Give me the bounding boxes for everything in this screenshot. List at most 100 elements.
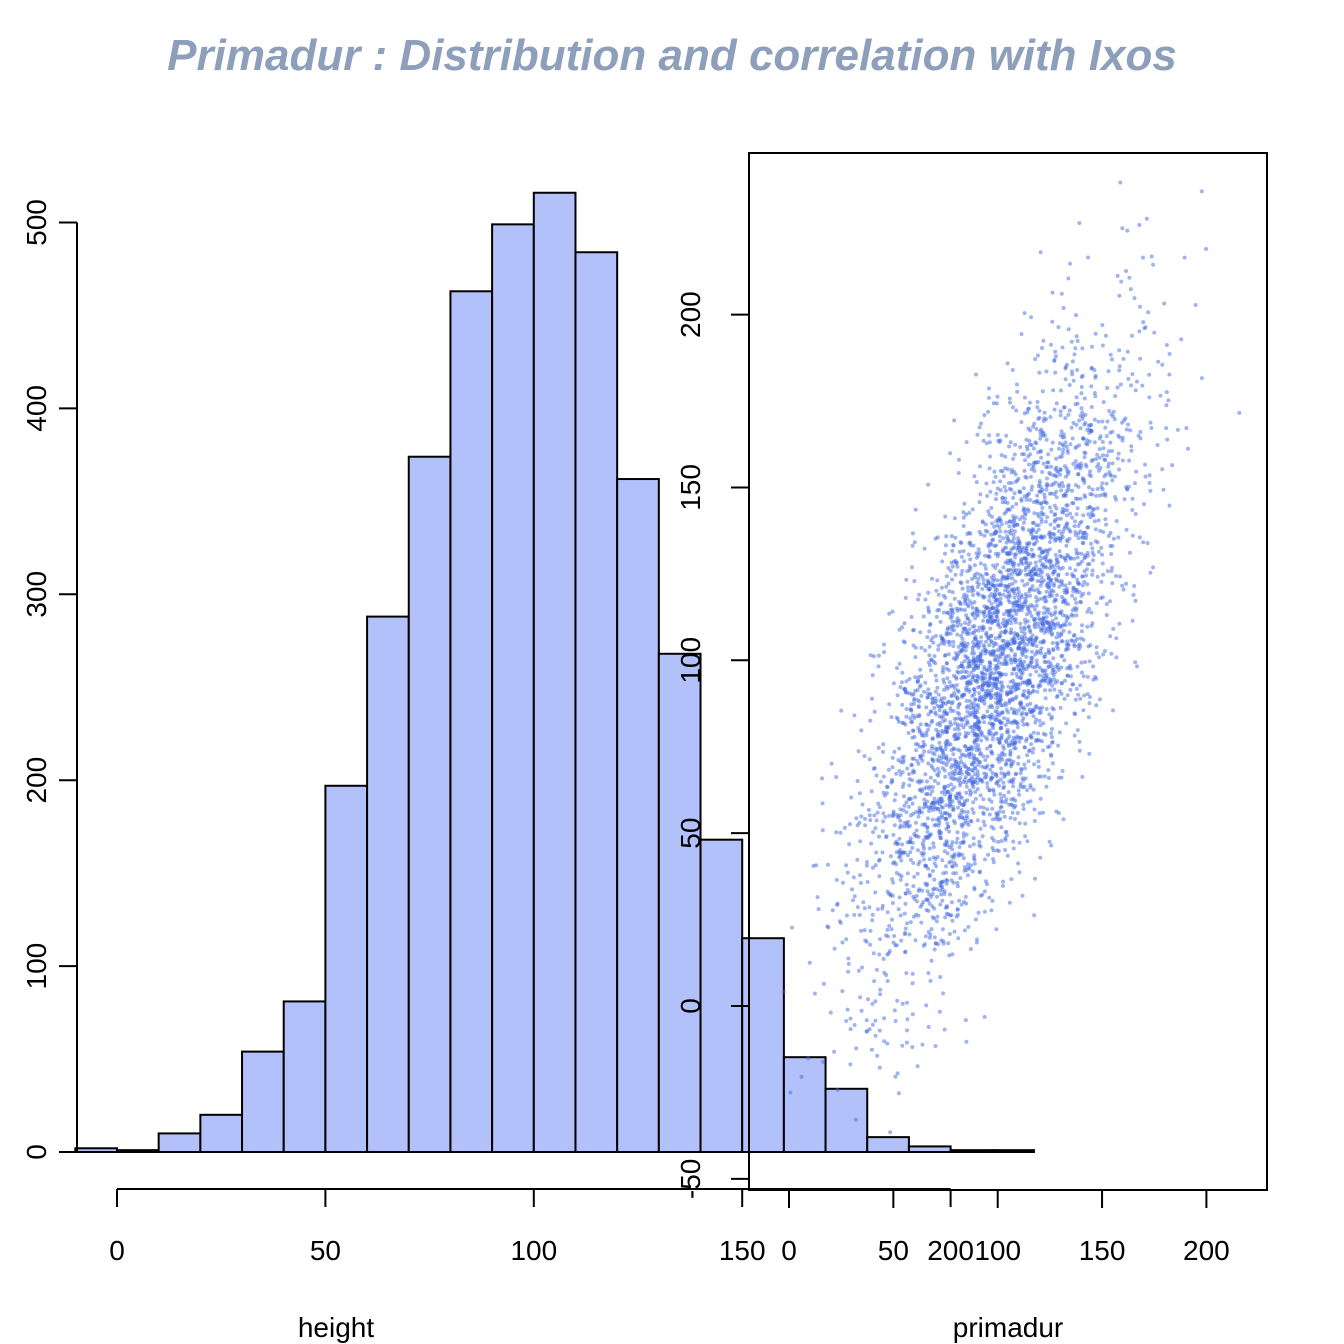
scatter-point: [871, 865, 875, 870]
scatter-point: [985, 785, 990, 790]
scatter-point: [897, 746, 902, 751]
scatter-point: [1009, 797, 1014, 802]
scatter-point: [1141, 255, 1145, 260]
scatter-point: [930, 892, 935, 896]
scatter-point: [1037, 554, 1042, 559]
scatter-point: [1089, 405, 1094, 409]
scatter-point: [1037, 811, 1042, 816]
scatter-point: [989, 592, 994, 596]
scatter-point: [1108, 352, 1113, 357]
scatter-point: [956, 936, 961, 941]
scatter-point: [988, 676, 993, 681]
scatter-point: [872, 766, 877, 770]
scatter-point: [1049, 731, 1054, 736]
scatter-point: [976, 703, 981, 708]
scatter-point: [925, 779, 929, 784]
scatter-point: [950, 619, 955, 624]
scatter-point: [987, 433, 991, 438]
scatter-point: [1087, 701, 1092, 706]
scatter-point: [964, 790, 969, 795]
scatter-point: [1092, 440, 1097, 445]
scatter-point: [1100, 440, 1105, 444]
scatter-point: [986, 852, 991, 857]
scatter-point: [939, 585, 944, 590]
scatter-point: [925, 897, 930, 902]
scatter-point: [1053, 480, 1058, 485]
scatter-point: [1082, 580, 1087, 584]
scatter-point: [1089, 429, 1093, 433]
scatter-point: [1039, 510, 1044, 515]
scatter-point: [1060, 442, 1065, 447]
scatter-point: [868, 653, 873, 658]
scatter-x-tick-label: 200: [1183, 1235, 1230, 1266]
scatter-y-tick-label: 0: [675, 998, 706, 1014]
scatter-point: [1090, 546, 1095, 551]
scatter-point: [901, 754, 906, 759]
scatter-point: [1036, 764, 1041, 769]
scatter-point: [1072, 524, 1077, 529]
scatter-point: [873, 826, 878, 831]
scatter-point: [1047, 651, 1052, 656]
scatter-point: [1004, 761, 1009, 766]
scatter-point: [995, 611, 1000, 616]
scatter-point: [1078, 599, 1083, 604]
scatter-point: [1082, 422, 1087, 427]
scatter-point: [1050, 683, 1055, 688]
scatter-point: [1085, 562, 1090, 567]
scatter-point: [1095, 452, 1100, 457]
scatter-point: [1016, 663, 1021, 668]
scatter-point: [884, 835, 888, 840]
scatter-point: [1088, 474, 1093, 479]
scatter-point: [1011, 639, 1016, 644]
scatter-point: [1135, 664, 1139, 669]
scatter-point: [958, 768, 963, 773]
scatter-point: [1038, 583, 1043, 588]
scatter-point: [970, 631, 975, 636]
scatter-point: [947, 814, 952, 819]
scatter-point: [846, 961, 851, 966]
scatter-point: [1142, 502, 1146, 507]
scatter-point: [1108, 531, 1113, 535]
scatter-point: [997, 569, 1002, 574]
scatter-point: [965, 719, 970, 724]
scatter-point: [958, 601, 963, 606]
scatter-point: [970, 725, 975, 729]
scatter-point: [869, 789, 874, 794]
scatter-point: [1048, 688, 1053, 693]
scatter-point: [1054, 456, 1059, 461]
scatter-point: [971, 836, 976, 841]
scatter-point: [965, 579, 970, 584]
scatter-point: [980, 587, 985, 591]
scatter-point: [1018, 517, 1022, 522]
scatter-point: [1022, 689, 1027, 694]
scatter-point: [1007, 519, 1012, 524]
scatter-point: [978, 805, 983, 810]
scatter-point: [1001, 536, 1006, 541]
scatter-point: [990, 845, 995, 850]
scatter-point: [970, 775, 975, 780]
scatter-point: [1161, 487, 1166, 492]
scatter-point: [972, 857, 977, 862]
scatter-point: [1050, 290, 1055, 295]
scatter-point: [920, 1042, 925, 1047]
scatter-point: [958, 852, 962, 857]
scatter-point: [1125, 349, 1130, 354]
scatter-point: [934, 633, 938, 638]
scatter-point: [993, 657, 997, 662]
scatter-point: [881, 742, 886, 747]
scatter-point: [890, 777, 894, 782]
scatter-point: [962, 592, 967, 597]
scatter-point: [1058, 413, 1063, 418]
scatter-point: [1057, 584, 1062, 589]
scatter-point: [1029, 614, 1034, 619]
scatter-point: [811, 863, 816, 868]
scatter-point: [1185, 446, 1190, 451]
scatter-point: [1039, 550, 1044, 555]
scatter-point: [990, 776, 995, 781]
histogram-bar: [407, 455, 452, 1153]
scatter-point: [1046, 452, 1051, 457]
scatter-point: [985, 692, 990, 697]
scatter-point: [1053, 467, 1058, 472]
scatter-point: [1009, 621, 1014, 626]
scatter-point: [1057, 446, 1061, 451]
